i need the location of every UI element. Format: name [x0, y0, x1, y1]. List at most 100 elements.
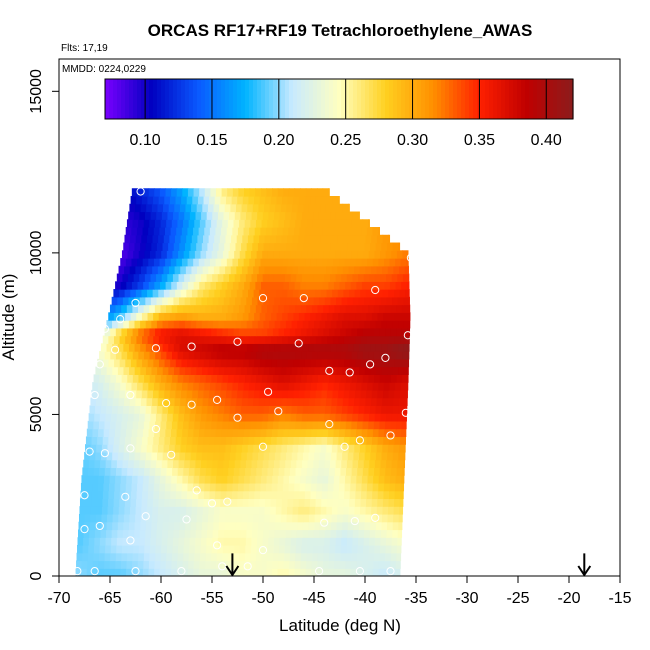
field-cell: [113, 335, 121, 344]
field-cell: [371, 444, 378, 453]
field-cell: [369, 296, 376, 306]
field-cell: [175, 196, 182, 205]
field-cell: [144, 459, 152, 469]
field-cell: [301, 544, 308, 554]
field-cell: [209, 196, 216, 205]
field-cell: [83, 529, 90, 538]
field-cell: [367, 482, 374, 492]
field-cell: [286, 203, 293, 213]
field-cell: [399, 312, 407, 321]
field-cell: [305, 475, 313, 484]
field-cell: [113, 436, 121, 445]
field-cell: [82, 544, 89, 554]
field-cell: [119, 498, 126, 507]
field-cell: [306, 467, 313, 476]
field-cell: [365, 289, 373, 298]
field-cell: [295, 327, 302, 337]
field-cell: [96, 444, 103, 453]
field-cell: [126, 420, 134, 430]
field-cell: [204, 227, 211, 236]
field-cell: [225, 397, 232, 406]
field-cell: [202, 265, 209, 275]
field-cell: [136, 436, 143, 445]
field-cell: [403, 459, 406, 469]
field-cell: [403, 366, 409, 375]
field-cell: [183, 420, 190, 430]
field-cell: [308, 343, 315, 352]
field-cell: [291, 521, 298, 531]
field-cell: [218, 296, 225, 306]
field-cell: [273, 273, 281, 282]
field-cell: [269, 366, 276, 375]
field-cell: [76, 552, 83, 562]
field-cell: [284, 467, 291, 476]
field-cell: [360, 389, 367, 399]
field-cell: [257, 459, 264, 469]
field-cell: [240, 529, 247, 538]
colorbar-segment: [533, 79, 538, 119]
field-cell: [268, 273, 275, 282]
field-cell: [158, 289, 165, 298]
field-cell: [190, 405, 197, 414]
field-cell: [381, 242, 388, 251]
sample-point: [116, 315, 125, 324]
field-cell: [366, 389, 373, 399]
field-cell: [388, 358, 396, 368]
field-cell: [329, 544, 336, 554]
field-cell: [276, 196, 283, 205]
sample-point: [371, 513, 380, 522]
colorbar-segment: [141, 79, 146, 119]
field-cell: [342, 451, 349, 461]
field-cell: [123, 513, 131, 523]
field-cell: [119, 358, 126, 368]
sample-point: [187, 400, 196, 409]
field-cell: [221, 227, 228, 236]
field-cell: [178, 273, 185, 282]
field-cell: [115, 351, 123, 360]
field-cell: [197, 444, 204, 453]
field-cell: [243, 335, 250, 344]
field-cell: [387, 397, 394, 406]
field-cell: [226, 227, 233, 236]
field-cell: [177, 327, 184, 337]
field-cell: [302, 211, 309, 220]
field-cell: [230, 265, 237, 275]
field-cell: [394, 490, 401, 500]
field-cell: [362, 219, 369, 228]
field-cell: [284, 351, 291, 360]
field-cell: [107, 444, 114, 453]
field-cell: [127, 544, 134, 554]
field-cell: [105, 459, 112, 469]
field-cell: [253, 397, 260, 406]
field-cell: [300, 475, 307, 484]
field-cell: [265, 227, 273, 236]
field-cell: [207, 343, 214, 352]
field-cell: [193, 382, 200, 391]
field-cell: [378, 482, 385, 492]
field-cell: [166, 250, 174, 259]
field-cell: [300, 560, 307, 569]
field-cell: [105, 537, 112, 546]
field-cell: [379, 544, 387, 554]
field-cell: [149, 374, 156, 383]
field-cell: [95, 405, 102, 414]
field-cell: [279, 211, 286, 220]
sample-point: [233, 337, 242, 346]
field-cell: [302, 451, 310, 461]
field-cell: [190, 366, 197, 375]
field-cell: [217, 374, 224, 383]
field-cell: [195, 296, 203, 306]
field-cell: [82, 467, 89, 476]
field-cell: [375, 320, 382, 329]
field-cell: [128, 521, 136, 531]
field-cell: [89, 405, 96, 414]
field-cell: [343, 234, 350, 244]
field-cell: [392, 366, 399, 375]
field-cell: [311, 188, 318, 197]
field-cell: [209, 498, 216, 507]
field-cell: [313, 211, 320, 220]
field-cell: [393, 397, 400, 406]
field-cell: [338, 312, 345, 321]
field-cell: [317, 219, 324, 228]
field-cell: [194, 374, 201, 383]
